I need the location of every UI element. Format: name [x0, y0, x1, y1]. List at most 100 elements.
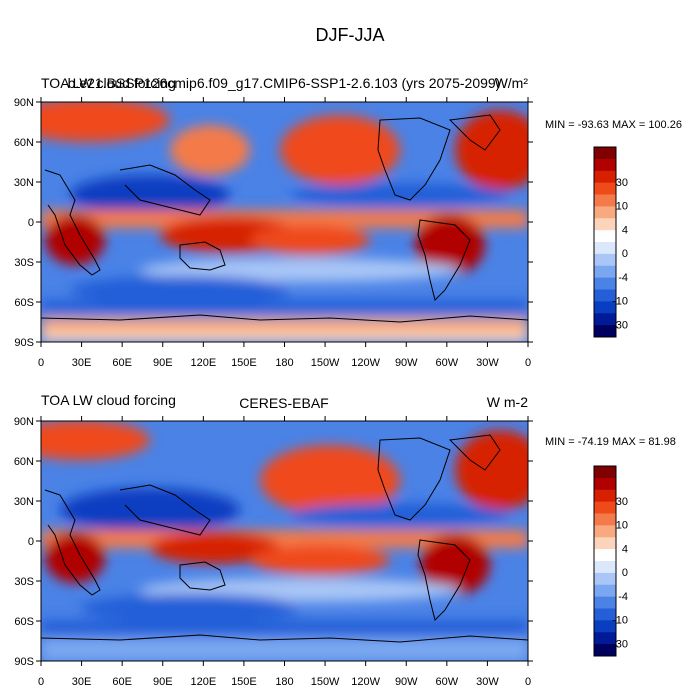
colorbar-swatch	[594, 218, 616, 231]
colorbar-swatch	[594, 265, 616, 279]
y-axis: 90N 60N 30N 0 30S 60S 90S	[14, 97, 533, 349]
panel-center-title: b.e21.BSSP126cmip6.f09_g17.CMIP6-SSP1-2.…	[68, 75, 501, 91]
colorbar-swatch	[594, 501, 616, 514]
colorbar-label: -30	[612, 638, 628, 650]
x-tick-label: 60E	[112, 676, 132, 688]
colorbar-label: 0	[622, 567, 628, 579]
colorbar-swatch	[594, 147, 616, 160]
colorbar-swatch	[594, 537, 616, 550]
map-field	[41, 421, 528, 661]
colorbar-swatch	[594, 596, 616, 609]
y-tick-label: 90N	[14, 97, 34, 109]
x-tick-label: 60W	[436, 676, 459, 688]
x-axis: 0 30E 60E 90E 120E 150E 180 150W 120W 90W 60W 30W 0	[38, 416, 531, 688]
colorbar-swatch	[594, 584, 616, 598]
y-tick-label: 90S	[14, 656, 34, 668]
y-tick-label: 60S	[14, 297, 34, 309]
colorbar-swatch	[594, 620, 616, 633]
min-max-label: MIN = -74.19 MAX = 81.98	[545, 436, 676, 448]
min-max-label: MIN = -93.63 MAX = 100.26	[545, 119, 682, 131]
y-tick-label: 60N	[14, 137, 34, 149]
x-tick-label: 60E	[112, 357, 132, 369]
colorbar-swatch	[594, 477, 616, 491]
colorbar-swatch	[594, 489, 616, 503]
colorbar-swatch	[594, 242, 616, 255]
colorbar-swatch	[594, 277, 616, 290]
y-tick-label: 90S	[14, 337, 34, 349]
x-tick-label: 60W	[436, 357, 459, 369]
colorbar-swatch	[594, 158, 616, 172]
x-tick-label: 150W	[311, 357, 340, 369]
colorbar-swatch	[594, 170, 616, 184]
x-tick-label: 30W	[476, 357, 499, 369]
x-tick-label: 90E	[153, 357, 173, 369]
panel-left-title: TOA LW cloud forcing	[41, 75, 176, 91]
colorbar-label: 30	[616, 496, 628, 508]
x-tick-label: 0	[525, 676, 531, 688]
colorbar-label: 4	[622, 543, 628, 555]
colorbar-label: 0	[622, 248, 628, 260]
colorbar-label: -4	[618, 272, 628, 284]
colorbar-swatch	[594, 513, 616, 526]
colorbar-swatch	[594, 644, 616, 657]
colorbar-swatch	[594, 230, 616, 243]
colorbar-label: 4	[622, 224, 628, 236]
x-tick-label: 120E	[190, 676, 216, 688]
colorbar-swatch	[594, 572, 616, 586]
y-tick-label: 0	[28, 536, 34, 548]
colorbar: 30 10 4 0 -4 -10 -30	[593, 465, 628, 657]
y-tick-label: 30N	[14, 177, 34, 189]
panel-center-title: CERES-EBAF	[239, 395, 328, 411]
x-tick-label: 90W	[395, 357, 418, 369]
y-tick-label: 30S	[14, 257, 34, 269]
colorbar-swatch	[594, 561, 616, 574]
y-tick-label: 60N	[14, 456, 34, 468]
x-tick-label: 30E	[72, 357, 92, 369]
y-tick-label: 60S	[14, 616, 34, 628]
colorbar-swatch	[594, 325, 616, 338]
x-tick-label: 0	[38, 676, 44, 688]
colorbar-swatch	[594, 466, 616, 479]
x-tick-label: 90E	[153, 676, 173, 688]
observation-panel: TOA LW cloud forcing CERES-EBAF W m-2	[14, 392, 676, 688]
panel-units: W m-2	[487, 394, 528, 410]
colorbar-label: -10	[612, 296, 628, 308]
x-tick-label: 180	[275, 676, 293, 688]
x-tick-label: 150E	[231, 676, 257, 688]
colorbar-swatch	[594, 301, 616, 314]
colorbar-swatch	[594, 206, 616, 219]
colorbar: 30 10 4 0 -4 -10 -30	[593, 146, 628, 338]
y-tick-label: 30S	[14, 576, 34, 588]
x-tick-label: 150E	[231, 357, 257, 369]
colorbar-label: 30	[616, 177, 628, 189]
colorbar-swatch	[594, 313, 616, 326]
x-axis: 0 30E 60E 90E 120E 150E 180 150W 120W 90W 60W 30W 0	[38, 97, 531, 369]
x-tick-label: 120W	[351, 357, 380, 369]
x-tick-label: 30E	[72, 676, 92, 688]
x-tick-label: 120E	[190, 357, 216, 369]
map-field	[41, 102, 528, 342]
model-panel: TOA LW cloud forcing b.e21.BSSP126cmip6.…	[14, 75, 682, 369]
colorbar-label: -10	[612, 615, 628, 627]
colorbar-swatch	[594, 632, 616, 645]
y-tick-label: 30N	[14, 496, 34, 508]
colorbar-label: -30	[612, 319, 628, 331]
panel-units: W/m²	[495, 75, 529, 91]
x-tick-label: 0	[38, 357, 44, 369]
colorbar-swatch	[594, 182, 616, 195]
colorbar-swatch	[594, 525, 616, 538]
panel-left-title: TOA LW cloud forcing	[41, 392, 176, 408]
colorbar-frame	[593, 465, 617, 657]
x-tick-label: 150W	[311, 676, 340, 688]
colorbar-frame	[593, 146, 617, 338]
y-axis: 90N 60N 30N 0 30S 60S 90S	[14, 416, 533, 668]
colorbar-label: 10	[616, 520, 628, 532]
x-tick-label: 90W	[395, 676, 418, 688]
colorbar-swatch	[594, 608, 616, 621]
y-tick-label: 0	[28, 217, 34, 229]
colorbar-swatch	[594, 289, 616, 302]
x-tick-label: 30W	[476, 676, 499, 688]
colorbar-label: 10	[616, 201, 628, 213]
x-tick-label: 180	[275, 357, 293, 369]
page-title: DJF-JJA	[316, 25, 385, 45]
